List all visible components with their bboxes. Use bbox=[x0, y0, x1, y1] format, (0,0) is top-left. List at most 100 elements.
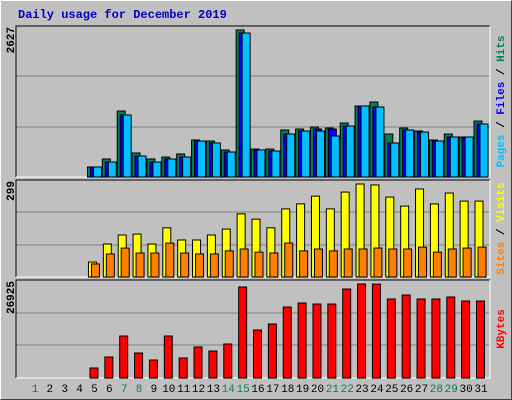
x-tick-label: 6 bbox=[106, 384, 113, 396]
chart-title: Daily usage for December 2019 bbox=[18, 8, 227, 22]
x-tick-label: 22 bbox=[341, 384, 354, 396]
bar bbox=[464, 136, 474, 178]
bar bbox=[137, 155, 147, 178]
y-tick-label: 26925 bbox=[6, 281, 18, 314]
bar bbox=[239, 248, 249, 278]
bar bbox=[420, 131, 430, 178]
bar bbox=[299, 250, 309, 278]
legend-separator: / bbox=[496, 62, 508, 82]
x-tick-label: 17 bbox=[266, 384, 279, 396]
x-tick-label: 9 bbox=[151, 384, 158, 396]
bar bbox=[476, 300, 485, 379]
bar bbox=[226, 151, 236, 178]
bar bbox=[418, 246, 428, 278]
x-tick-label: 1 bbox=[32, 384, 39, 396]
bar bbox=[462, 247, 472, 278]
bar bbox=[343, 248, 353, 278]
x-tick-label: 23 bbox=[355, 384, 368, 396]
legend-entry: Visits bbox=[496, 182, 508, 222]
x-tick-label: 28 bbox=[430, 384, 443, 396]
bar bbox=[195, 253, 205, 278]
x-tick-label: 4 bbox=[76, 384, 83, 396]
bar bbox=[447, 248, 457, 278]
x-tick-label: 29 bbox=[445, 384, 458, 396]
bar bbox=[104, 356, 114, 379]
legend-entry: Files bbox=[496, 82, 508, 115]
bar bbox=[119, 335, 129, 379]
bar bbox=[297, 302, 307, 379]
bar bbox=[388, 248, 398, 278]
legend-separator: / bbox=[496, 115, 508, 135]
bar bbox=[431, 298, 441, 379]
bar bbox=[328, 250, 338, 278]
bar bbox=[208, 350, 218, 379]
legend: KBytes bbox=[496, 309, 508, 349]
bar bbox=[182, 156, 192, 178]
bar bbox=[256, 149, 266, 178]
bar bbox=[416, 298, 426, 379]
legend-entry: Sites bbox=[496, 242, 508, 275]
bar bbox=[90, 263, 100, 278]
bar bbox=[358, 248, 368, 278]
bar bbox=[390, 142, 400, 178]
y-tick-label: 299 bbox=[6, 181, 18, 201]
bar bbox=[122, 114, 132, 178]
bar bbox=[163, 335, 173, 379]
bar bbox=[267, 323, 277, 379]
x-tick-label: 3 bbox=[61, 384, 68, 396]
bar bbox=[193, 346, 203, 379]
x-tick-label: 10 bbox=[162, 384, 175, 396]
legend: Sites / Visits bbox=[496, 182, 508, 274]
panel-border-dark bbox=[15, 25, 490, 177]
bar bbox=[120, 247, 130, 278]
bar bbox=[360, 105, 370, 178]
bar bbox=[342, 288, 352, 379]
legend-entry: KBytes bbox=[496, 309, 508, 349]
bar bbox=[241, 32, 251, 178]
x-tick-label: 5 bbox=[91, 384, 98, 396]
x-tick-label: 20 bbox=[311, 384, 324, 396]
x-tick-label: 16 bbox=[251, 384, 264, 396]
bar bbox=[269, 252, 279, 278]
bar bbox=[211, 142, 221, 178]
x-tick-label: 26 bbox=[400, 384, 413, 396]
bar bbox=[479, 123, 489, 178]
x-tick-label: 25 bbox=[385, 384, 398, 396]
x-tick-label: 14 bbox=[222, 384, 236, 396]
bar bbox=[180, 252, 190, 278]
legend-entry: Hits bbox=[496, 35, 508, 61]
legend-separator: / bbox=[496, 222, 508, 242]
bar bbox=[135, 252, 145, 278]
bar bbox=[401, 294, 411, 379]
bar bbox=[373, 247, 383, 278]
x-tick-label: 27 bbox=[415, 384, 428, 396]
x-tick-label: 2 bbox=[47, 384, 54, 396]
bar bbox=[286, 133, 296, 178]
bar bbox=[254, 251, 264, 278]
x-tick-label: 15 bbox=[237, 384, 250, 396]
y-tick-label: 2627 bbox=[6, 27, 18, 53]
bar bbox=[434, 140, 444, 178]
legend: Pages / Files / Hits bbox=[496, 35, 508, 167]
x-tick-label: 8 bbox=[136, 384, 143, 396]
bar bbox=[224, 250, 234, 278]
bar bbox=[167, 158, 177, 178]
panel-border-light bbox=[16, 280, 491, 379]
x-tick-label: 19 bbox=[296, 384, 309, 396]
bar bbox=[327, 303, 337, 379]
bar bbox=[253, 329, 262, 379]
x-tick-label: 13 bbox=[207, 384, 220, 396]
bar bbox=[148, 359, 158, 379]
bar bbox=[461, 300, 471, 379]
bar bbox=[386, 298, 396, 379]
bar bbox=[152, 161, 162, 178]
bar bbox=[477, 246, 487, 278]
bar bbox=[284, 242, 294, 278]
bar bbox=[282, 306, 292, 379]
bar bbox=[197, 140, 207, 178]
bar bbox=[449, 136, 459, 178]
x-tick-label: 18 bbox=[281, 384, 294, 396]
bar bbox=[150, 252, 160, 278]
